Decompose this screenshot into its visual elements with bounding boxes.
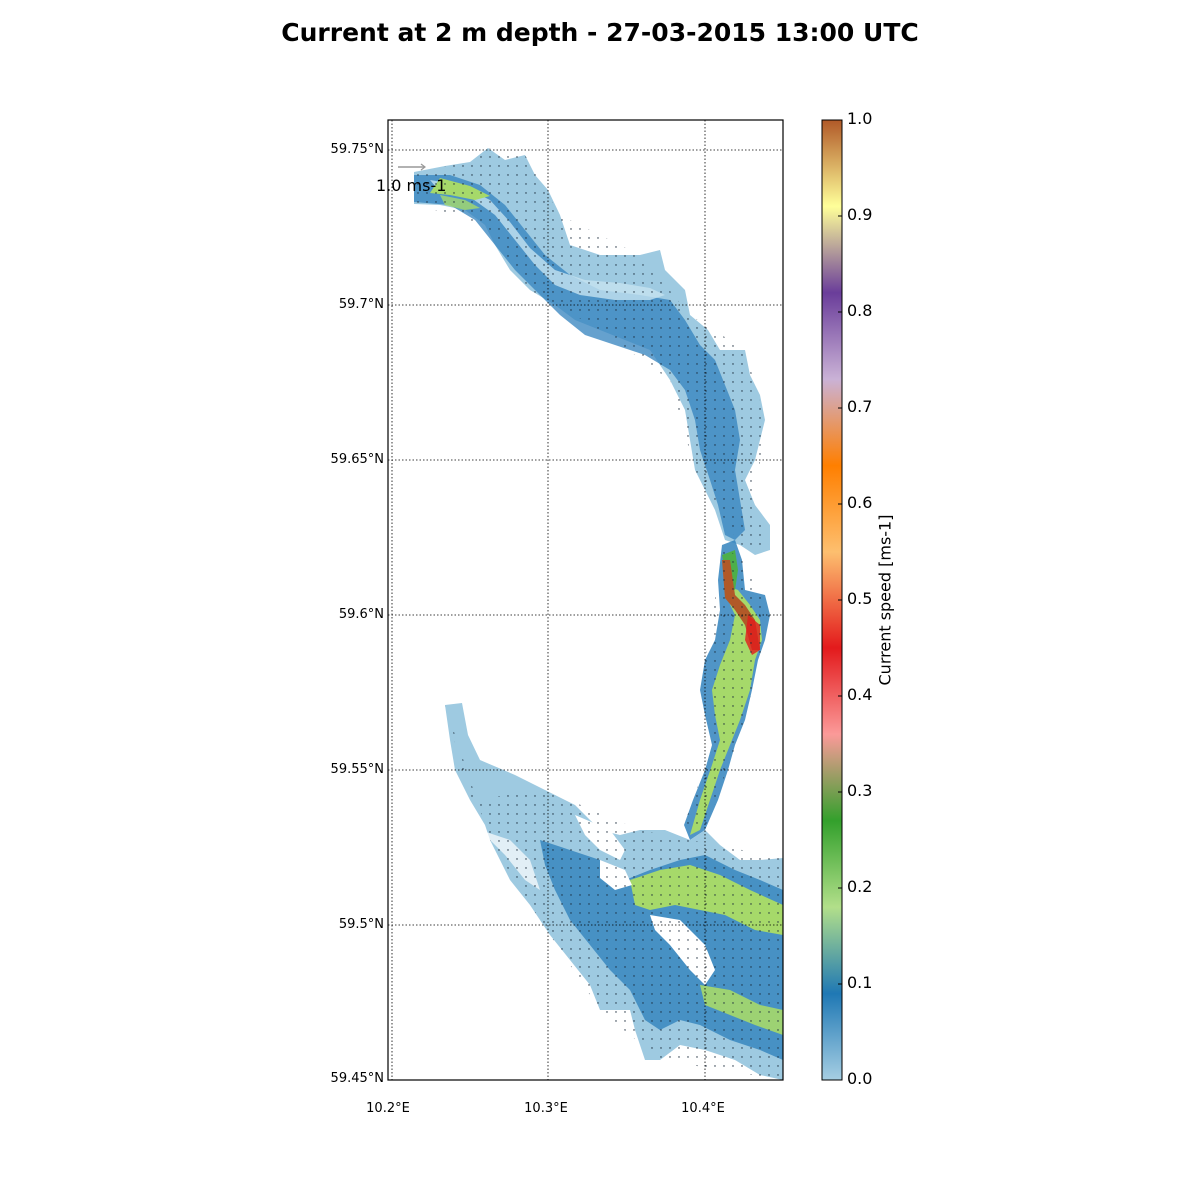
- lat-tick-label: 59.7°N: [338, 297, 384, 312]
- colorbar-label: Current speed [ms-1]: [875, 514, 895, 686]
- lat-tick-label: 59.65°N: [330, 452, 384, 467]
- colorbar-tick-label: 0.7: [847, 397, 873, 416]
- colorbar-tick-label: 0.0: [847, 1069, 873, 1088]
- lat-tick-label: 59.55°N: [330, 762, 384, 777]
- lon-tick-label: 10.4°E: [681, 1101, 725, 1116]
- colorbar-tick-label: 0.3: [847, 781, 873, 800]
- colorbar-tick-label: 1.0: [847, 109, 873, 128]
- lat-tick-label: 59.5°N: [338, 917, 384, 932]
- colorbar-tick-label: 0.2: [847, 877, 873, 896]
- colorbar-tick-label: 0.5: [847, 589, 873, 608]
- colorbar-tick-label: 0.9: [847, 205, 873, 224]
- reference-arrow-label: 1.0 ms-1: [376, 176, 447, 195]
- colorbar-tick-label: 0.6: [847, 493, 873, 512]
- colorbar-tick-label: 0.1: [847, 973, 873, 992]
- map-frame: [387, 119, 784, 1081]
- fjord-water: [414, 148, 783, 1080]
- colorbar-ticks: [838, 119, 842, 1081]
- lon-tick-label: 10.2°E: [366, 1101, 410, 1116]
- lat-tick-label: 59.75°N: [330, 142, 384, 157]
- lat-tick-label: 59.6°N: [338, 607, 384, 622]
- lon-tick-label: 10.3°E: [524, 1101, 568, 1116]
- colorbar-tick-label: 0.4: [847, 685, 873, 704]
- colorbar-tick-label: 0.8: [847, 301, 873, 320]
- map-title: Current at 2 m depth - 27-03-2015 13:00 …: [281, 18, 919, 47]
- lat-tick-label: 59.45°N: [330, 1071, 384, 1086]
